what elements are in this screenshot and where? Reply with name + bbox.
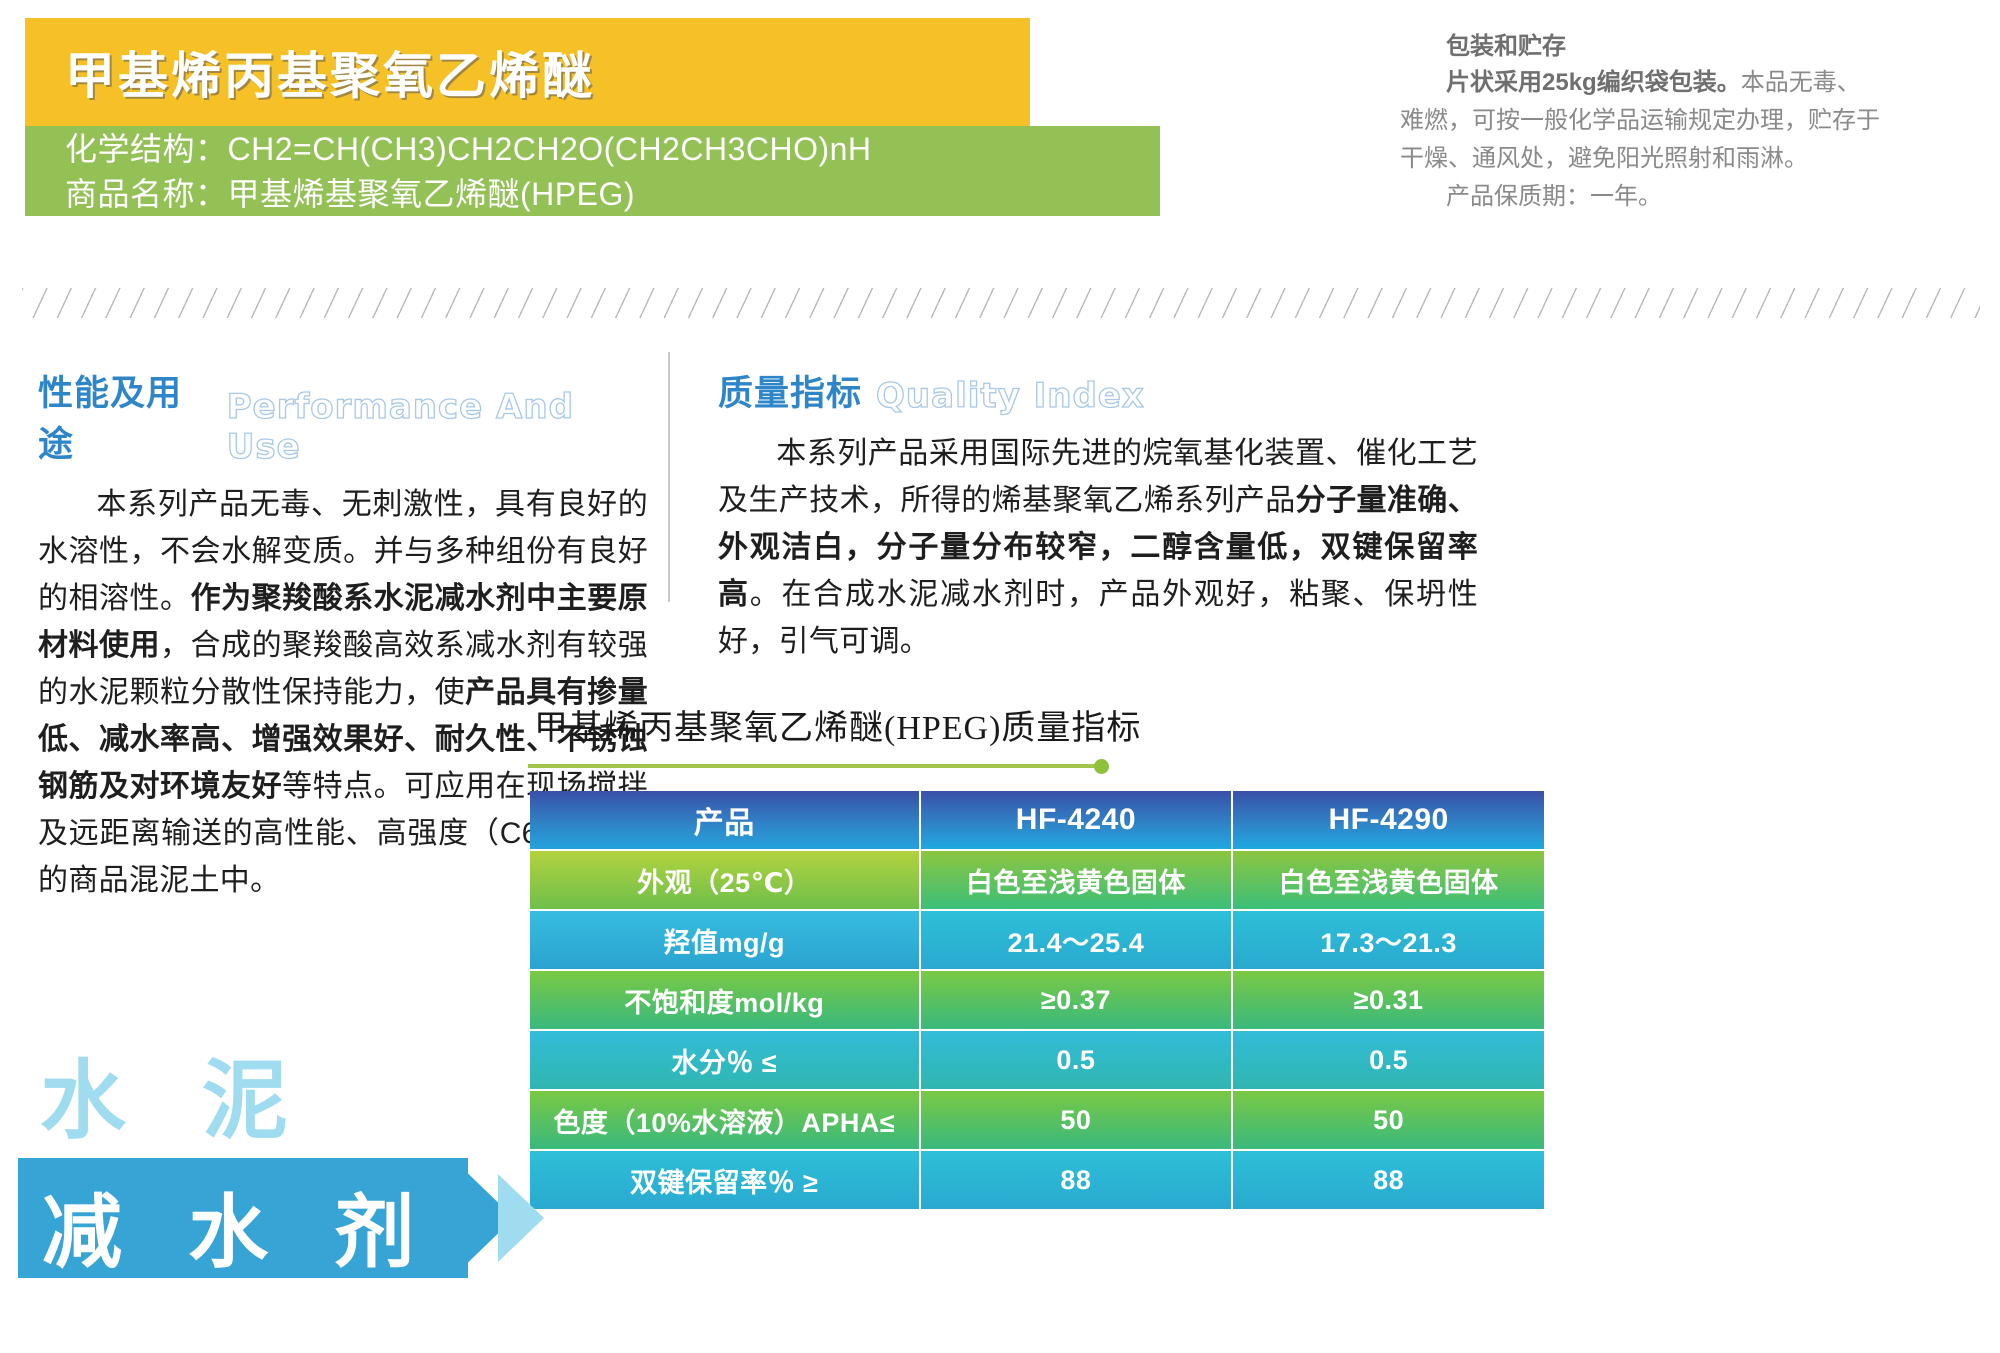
product-title-band: 甲基烯丙基聚氧乙烯醚: [25, 18, 1030, 126]
table-row: 羟值mg/g 21.4～25.4 17.3～21.3: [530, 911, 1544, 969]
banner-box: [18, 1158, 468, 1278]
row-label-hydroxyl: 羟值mg/g: [530, 911, 919, 969]
quality-index-table: 产品 HF-4240 HF-4290 外观（25℃） 白色至浅黄色固体 白色至浅…: [528, 789, 1546, 1211]
table-title-rule: [528, 759, 1548, 774]
table-row: 色度（10%水溶液）APHA≤ 50 50: [530, 1091, 1544, 1149]
row-label-colour: 色度（10%水溶液）APHA≤: [530, 1091, 919, 1149]
performance-section: 性能及用途 Performance And Use 本系列产品无毒、无刺激性，具…: [38, 365, 648, 904]
trade-name-line: 商品名称：甲基烯基聚氧乙烯醚(HPEG): [65, 176, 636, 212]
bottom-banner: 水 泥 减 水 剂: [0, 1030, 560, 1353]
packaging-line-1: 片状采用25kg编织袋包装。本品无毒、: [1400, 64, 1980, 102]
packaging-bold-lead: 片状采用25kg编织袋包装。: [1446, 69, 1741, 96]
row-label-moisture: 水分％ ≤: [530, 1031, 919, 1089]
row-value-moisture-4290: 0.5: [1233, 1031, 1544, 1089]
row-value-colour-4240: 50: [920, 1091, 1232, 1149]
table-header-hf4290: HF-4290: [1233, 791, 1544, 849]
performance-heading-en: Performance And Use: [226, 386, 574, 467]
packaging-line-4: 产品保质期：一年。: [1446, 183, 1662, 210]
table-row: 双键保留率％ ≥ 88 88: [530, 1151, 1544, 1209]
table-rule-dot-icon: [1094, 759, 1109, 774]
table-rule-bar: [528, 764, 1100, 768]
row-value-colour-4290: 50: [1233, 1091, 1544, 1149]
quality-heading-en: Quality Index: [875, 375, 1145, 416]
performance-text-c: ，合成的聚羧酸高效系减水剂有较强的水泥颗粒分散性保持能力，使: [38, 629, 648, 709]
quality-section: 质量指标 Quality Index 本系列产品采用国际先进的烷氧基化装置、催化…: [718, 365, 1478, 665]
row-label-double-bond: 双键保留率％ ≥: [530, 1151, 919, 1209]
banner-arrow-small-icon: [498, 1174, 544, 1262]
page-title: 甲基烯丙基聚氧乙烯醚: [65, 48, 595, 104]
row-value-double-bond-4290: 88: [1233, 1151, 1544, 1209]
quality-heading: 质量指标 Quality Index: [718, 365, 1478, 417]
hatch-divider: [22, 288, 1980, 318]
table-row: 水分％ ≤ 0.5 0.5: [530, 1031, 1544, 1089]
table-row: 外观（25℃） 白色至浅黄色固体 白色至浅黄色固体: [530, 851, 1544, 909]
row-value-appearance-4290: 白色至浅黄色固体: [1233, 851, 1544, 909]
performance-text-a: 本系列产品无毒、无刺激性，具有良好的水溶性，不会水解变质。并与多种组份有良好的相…: [38, 488, 648, 615]
row-value-unsaturation-4240: ≥0.37: [920, 971, 1232, 1029]
product-info-band: 化学结构：CH2=CH(CH3)CH2CH2O(CH2CH3CHO)nH 商品名…: [25, 126, 1160, 216]
packaging-section: 包装和贮存 片状采用25kg编织袋包装。本品无毒、 难燃，可按一般化学品运输规定…: [1400, 30, 1980, 216]
table-header-hf4240: HF-4240: [920, 791, 1232, 849]
performance-heading-cn: 性能及用途: [38, 374, 183, 464]
banner-line-1: 水 泥: [40, 1053, 314, 1149]
row-value-moisture-4240: 0.5: [920, 1031, 1232, 1089]
packaging-line-1-rest: 本品无毒、: [1740, 69, 1861, 96]
quality-table-title: 甲基烯丙基聚氧乙烯醚(HPEG)质量指标: [534, 710, 1142, 747]
performance-body: 本系列产品无毒、无刺激性，具有良好的水溶性，不会水解变质。并与多种组份有良好的相…: [38, 481, 648, 904]
performance-text-d: 产品具有掺量低、减水率高、增强效果好、耐久性、不锈蚀钢筋及对环境友好: [38, 676, 648, 803]
quality-text-c: 。在合成水泥减水剂时，产品外观好，粘聚、保坍性好，引气可调。: [718, 578, 1478, 658]
table-header-row: 产品 HF-4240 HF-4290: [530, 791, 1544, 849]
quality-table-block: 甲基烯丙基聚氧乙烯醚(HPEG)质量指标 产品 HF-4240 HF-4290 …: [528, 700, 1548, 1211]
quality-text-a: 本系列产品采用国际先进的烷氧基化装置、催化工艺及生产技术，所得的烯基聚氧乙烯系列…: [718, 437, 1478, 517]
quality-body: 本系列产品采用国际先进的烷氧基化装置、催化工艺及生产技术，所得的烯基聚氧乙烯系列…: [718, 430, 1478, 665]
packaging-title: 包装和贮存: [1446, 33, 1566, 60]
performance-heading: 性能及用途 Performance And Use: [38, 365, 648, 468]
performance-text-b: 作为聚羧酸系水泥减水剂中主要原材料使用: [38, 582, 649, 662]
column-divider: [668, 352, 670, 602]
packaging-line-3: 干燥、通风处，避免阳光照射和雨淋。: [1400, 145, 1808, 172]
row-label-unsaturation: 不饱和度mol/kg: [530, 971, 919, 1029]
row-value-hydroxyl-4240: 21.4～25.4: [920, 911, 1232, 969]
row-value-unsaturation-4290: ≥0.31: [1233, 971, 1544, 1029]
table-row: 不饱和度mol/kg ≥0.37 ≥0.31: [530, 971, 1544, 1029]
chemical-structure-line: 化学结构：CH2=CH(CH3)CH2CH2O(CH2CH3CHO)nH: [65, 131, 872, 167]
quality-heading-cn: 质量指标: [718, 374, 863, 413]
row-label-appearance: 外观（25℃）: [530, 851, 919, 909]
row-value-double-bond-4240: 88: [920, 1151, 1232, 1209]
row-value-hydroxyl-4290: 17.3～21.3: [1233, 911, 1544, 969]
banner-line-2: 减 水 剂: [42, 1188, 437, 1277]
quality-text-b: 分子量准确、外观洁白，分子量分布较窄，二醇含量低，双键保留率高: [718, 484, 1478, 611]
packaging-line-2: 难燃，可按一般化学品运输规定办理，贮存于: [1400, 107, 1880, 134]
row-value-appearance-4240: 白色至浅黄色固体: [920, 851, 1232, 909]
table-header-product: 产品: [530, 791, 919, 849]
